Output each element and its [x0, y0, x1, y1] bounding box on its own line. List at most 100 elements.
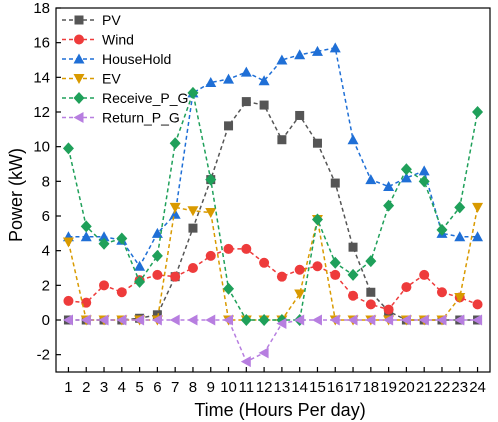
data-point-household: [365, 174, 377, 185]
data-point-household: [311, 45, 323, 56]
data-point-pv: [277, 135, 287, 145]
data-point-return-p-g: [276, 317, 287, 329]
data-point-wind: [99, 280, 110, 291]
x-tick-label: 19: [380, 379, 397, 396]
legend: PV Wind HouseHold EV Receive_P_G Return_P_G: [62, 12, 188, 126]
y-tick-label: 14: [33, 69, 50, 86]
data-point-ev: [187, 206, 199, 217]
data-point-return-p-g: [400, 314, 411, 326]
data-point-household: [329, 42, 341, 53]
series-line-wind: [68, 248, 478, 311]
data-point-wind: [312, 261, 323, 272]
data-point-return-p-g: [329, 314, 340, 326]
y-tick-label: 18: [33, 0, 50, 17]
legend-item-receive-p-g: Receive_P_G: [62, 90, 188, 106]
x-tick-label: 10: [220, 379, 237, 396]
legend-marker: [73, 112, 84, 123]
y-axis: -2 0 2 4 6 8 10 12 14 16 18: [33, 0, 61, 364]
data-point-receive-p-g: [62, 142, 74, 155]
data-point-return-p-g: [454, 314, 465, 326]
data-point-household: [383, 181, 395, 192]
data-point-wind: [241, 243, 252, 254]
y-tick-label: 6: [42, 208, 50, 225]
data-point-pv: [241, 97, 251, 107]
data-point-ev: [454, 292, 466, 303]
legend-marker: [73, 92, 85, 104]
data-point-receive-p-g: [80, 220, 92, 233]
data-point-wind: [294, 264, 305, 275]
data-point-return-p-g: [169, 314, 180, 326]
data-point-receive-p-g: [98, 237, 110, 250]
data-point-receive-p-g: [347, 268, 359, 281]
data-point-household: [276, 54, 288, 65]
data-point-ev: [62, 237, 74, 248]
y-tick-label: 12: [33, 104, 50, 121]
x-tick-label: 12: [256, 379, 273, 396]
data-point-household: [98, 231, 110, 242]
y-tick-label: 8: [42, 173, 50, 190]
data-point-return-p-g: [80, 314, 91, 326]
data-point-wind: [259, 257, 270, 268]
data-point-household: [134, 260, 146, 271]
legend-marker: [73, 53, 85, 64]
data-point-receive-p-g: [383, 199, 395, 212]
data-point-pv: [312, 138, 322, 148]
data-point-return-p-g: [205, 314, 216, 326]
data-point-receive-p-g: [436, 223, 448, 236]
series-line-ev: [67, 206, 479, 321]
data-point-wind: [330, 269, 341, 280]
series-pv: [63, 97, 483, 325]
x-tick-label: 13: [274, 379, 291, 396]
data-point-return-p-g: [134, 314, 145, 326]
y-tick-label: 2: [42, 277, 50, 294]
data-point-wind: [472, 299, 483, 310]
data-point-receive-p-g: [418, 175, 430, 188]
data-point-wind: [365, 299, 376, 310]
legend-label: EV: [102, 71, 121, 87]
x-tick-label: 9: [207, 379, 215, 396]
legend-marker: [74, 34, 84, 45]
data-point-wind: [383, 304, 394, 315]
data-point-return-p-g: [436, 314, 447, 326]
x-axis-title: Time (Hours Per day): [194, 400, 365, 420]
plot-border: [55, 7, 491, 373]
legend-item-return-p-g: Return_P_G: [62, 110, 180, 126]
legend-item-household: HouseHold: [62, 51, 171, 67]
x-tick-label: 21: [416, 379, 433, 396]
data-point-household: [418, 165, 430, 176]
data-point-household: [240, 66, 252, 77]
data-point-return-p-g: [151, 314, 162, 326]
data-point-household: [169, 208, 181, 219]
series-line-pv: [68, 100, 478, 321]
data-point-ev: [169, 202, 181, 213]
x-tick-label: 22: [434, 379, 451, 396]
data-point-household: [80, 231, 92, 242]
data-point-pv: [366, 287, 376, 297]
x-tick-label: 5: [135, 379, 143, 396]
x-tick-label: 1: [64, 379, 72, 396]
data-point-receive-p-g: [365, 255, 377, 268]
x-tick-label: 2: [82, 379, 90, 396]
data-point-return-p-g: [472, 314, 483, 326]
data-point-wind: [205, 250, 216, 261]
data-point-return-p-g: [187, 314, 198, 326]
x-tick-label: 17: [345, 379, 362, 396]
data-point-receive-p-g: [472, 106, 484, 118]
x-tick-label: 7: [171, 379, 179, 396]
data-point-receive-p-g: [134, 275, 146, 288]
data-point-household: [472, 231, 484, 242]
data-point-return-p-g: [365, 314, 376, 326]
y-tick-label: 10: [33, 139, 50, 156]
data-point-receive-p-g: [329, 256, 341, 269]
legend-marker: [74, 15, 84, 25]
y-tick-label: -2: [37, 347, 50, 364]
x-tick-label: 20: [398, 379, 415, 396]
x-tick-label: 4: [118, 379, 126, 396]
data-point-receive-p-g: [187, 86, 199, 99]
data-point-receive-p-g: [205, 173, 217, 186]
legend-label: Wind: [102, 32, 134, 48]
data-point-wind: [152, 269, 163, 280]
data-point-return-p-g: [258, 347, 269, 359]
data-point-return-p-g: [98, 314, 109, 326]
data-point-receive-p-g: [151, 249, 163, 262]
